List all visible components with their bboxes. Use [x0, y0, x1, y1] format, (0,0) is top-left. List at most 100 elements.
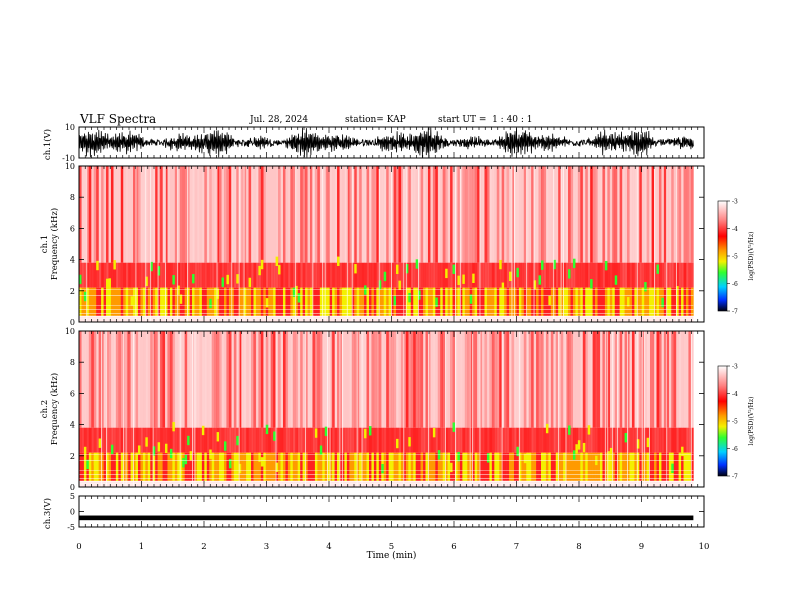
spectrogram-column-low [341, 452, 345, 481]
spectrogram-burst [145, 437, 149, 447]
spectrogram-column-low [654, 452, 657, 481]
spectrogram-column-upper [619, 331, 623, 428]
spectrogram-column-low [582, 452, 586, 481]
spectrogram-column-low [548, 452, 552, 481]
spectrogram-column-mid [415, 262, 419, 288]
spectrogram-column-upper [341, 166, 345, 263]
spectrogram-column-mid [403, 427, 407, 453]
spectrogram-column-mid [491, 427, 495, 453]
spectrogram-column-upper [526, 331, 530, 428]
spectrogram-column-mid [133, 262, 136, 288]
spectrogram-gap [324, 166, 326, 322]
spectrogram-gap [654, 166, 655, 322]
spectrogram-column-low [268, 452, 271, 481]
spectrogram-column-low [410, 452, 414, 481]
spectrogram-column-upper [565, 166, 569, 263]
spectrogram-column-mid [533, 427, 537, 453]
spectrogram-column-low [312, 287, 316, 316]
spectrogram-burst [572, 450, 576, 460]
spectrogram-column-low [319, 287, 323, 316]
spectrogram-column-mid [219, 262, 222, 288]
spectrogram-column-low [629, 452, 633, 481]
spectrogram-column-low [484, 452, 488, 481]
spectrogram-column-low [683, 287, 687, 316]
spectrogram-burst [79, 274, 82, 285]
spectrogram-column-low [383, 287, 387, 316]
spectrogram-column-mid [93, 427, 97, 453]
spectrogram-column-mid [366, 262, 370, 288]
spectrogram-column-mid [383, 427, 387, 453]
spectrogram-column-upper [595, 166, 598, 263]
spectrogram-column-upper [79, 331, 82, 428]
spectrogram-column-mid [275, 262, 279, 288]
spectrogram-column-upper [115, 166, 119, 263]
spectrogram-column-low [364, 287, 367, 316]
spectrogram-column-mid [452, 427, 456, 453]
spectrogram-column-upper [646, 166, 650, 263]
spectrogram-column-low [364, 452, 367, 481]
spectrogram-burst [541, 260, 544, 270]
spectrogram-column-upper [688, 331, 692, 428]
spectrogram-column-upper [157, 166, 161, 263]
spectrogram-column-low [622, 452, 625, 481]
spectrogram-column-mid [499, 427, 502, 453]
spectrogram-column-low [649, 452, 652, 481]
spectrogram-column-upper [79, 166, 82, 263]
spectrogram-column-mid [622, 262, 625, 288]
spectrogram-column-low [317, 452, 321, 481]
spectrogram-column-mid [459, 427, 463, 453]
spectrogram-column-upper [381, 166, 385, 263]
spectrogram-column-mid [423, 262, 426, 288]
spectrogram-column-mid [108, 427, 112, 453]
spectrogram-column-low [604, 287, 608, 316]
spectrogram-column-low [81, 452, 85, 481]
spectrogram-column-upper [629, 166, 633, 263]
spectrogram-column-mid [364, 262, 367, 288]
spectrogram-column-mid [627, 427, 630, 453]
spectrogram-column-low [147, 287, 151, 316]
spectrogram-column-mid [223, 427, 227, 453]
spectrogram-column-mid [125, 262, 129, 288]
spectrogram-column-low [523, 452, 527, 481]
spectrogram-column-mid [671, 262, 675, 288]
spectrogram-column-low [622, 287, 625, 316]
spectrogram-column-upper [396, 166, 399, 263]
spectrogram-column-low [472, 287, 475, 316]
spectrogram-column-mid [617, 262, 620, 288]
spectrogram-gap [612, 331, 614, 487]
spectrogram-column-low [297, 452, 301, 481]
spectrogram-burst [83, 291, 87, 302]
spectrogram-column-upper [683, 331, 687, 428]
spectrogram-column-low [292, 287, 296, 316]
spectrogram-column-upper [246, 331, 249, 428]
spectrogram-column-mid [614, 427, 618, 453]
spectrogram-column-upper [214, 166, 217, 263]
spectrogram-column-mid [248, 262, 252, 288]
spectrogram-column-upper [280, 166, 284, 263]
spectrogram-column-low [641, 287, 645, 316]
spectrogram-column-mid [437, 427, 441, 453]
spectrogram-column-upper [592, 331, 596, 428]
spectrogram-burst [398, 280, 402, 290]
spectrogram-column-mid [590, 427, 593, 453]
spectrogram-gap [427, 331, 429, 487]
spectrogram-column-low [432, 452, 436, 481]
spectrogram-column-mid [349, 262, 353, 288]
spectrogram-column-low [526, 287, 530, 316]
spectrogram-column-upper [437, 166, 441, 263]
spectrogram-column-mid [292, 262, 296, 288]
spectrogram-column-mid [280, 427, 284, 453]
spectrogram-column-mid [477, 427, 480, 453]
spectrogram-column-upper [118, 166, 122, 263]
spectrogram-column-upper [504, 331, 507, 428]
spectrogram-column-upper [548, 331, 552, 428]
spectrogram-column-upper [482, 166, 485, 263]
spectrogram-column-mid [101, 427, 104, 453]
spectrogram-burst [165, 443, 168, 454]
spectrogram-column-low [302, 287, 306, 316]
spectrogram-column-low [592, 287, 596, 316]
spectrogram-column-upper [199, 166, 203, 263]
spectrogram-column-upper [627, 331, 630, 428]
spectrogram-column-upper [349, 166, 353, 263]
spectrogram-column-upper [103, 331, 107, 428]
